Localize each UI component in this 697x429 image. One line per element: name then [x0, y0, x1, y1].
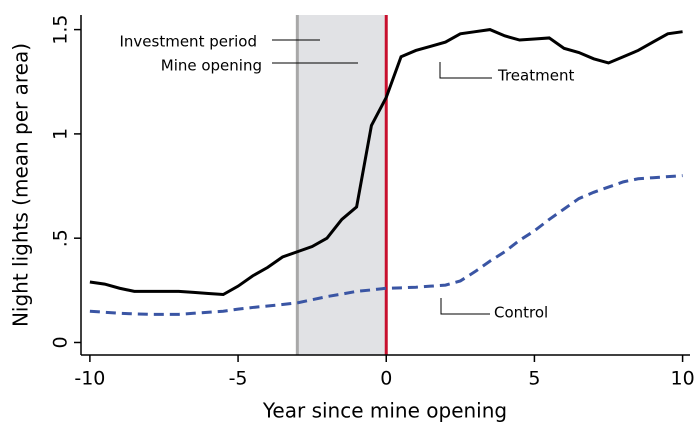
y-tick-label: 0: [50, 336, 72, 348]
x-tick-label: 5: [528, 368, 540, 390]
label-bracket: [440, 298, 490, 315]
x-tick-label: -10: [74, 368, 105, 390]
series-label: Control: [494, 304, 548, 322]
x-tick-label: 0: [380, 368, 392, 390]
label-bracket: [439, 62, 492, 79]
shaded-region: [297, 15, 387, 355]
y-tick-label: .5: [50, 229, 72, 247]
x-axis-label: Year since mine opening: [262, 399, 507, 423]
y-tick-label: 1: [50, 128, 72, 140]
annotation: Investment period: [119, 33, 257, 51]
y-tick-label: 1.5: [50, 14, 72, 44]
annotation: Mine opening: [161, 57, 262, 75]
series-label: Treatment: [497, 67, 574, 85]
y-axis-label: Night lights (mean per area): [9, 43, 33, 327]
series-line: [89, 174, 683, 316]
series-line: [89, 28, 683, 297]
x-tick-label: 10: [670, 368, 694, 390]
x-tick-label: -5: [229, 368, 248, 390]
